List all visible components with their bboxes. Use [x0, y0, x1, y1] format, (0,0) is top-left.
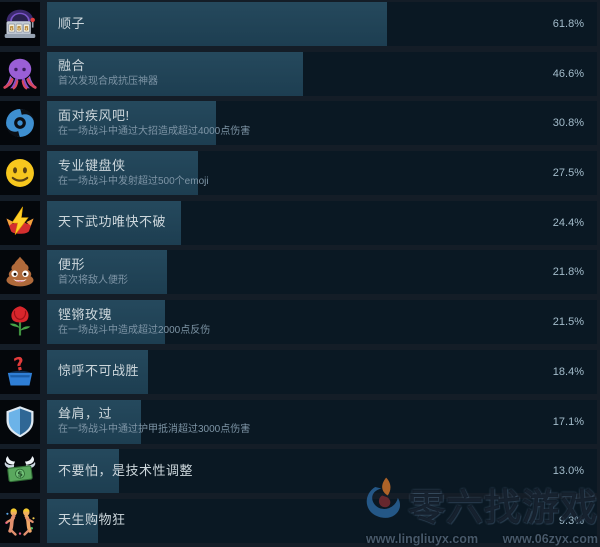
achievement-row: 天下武功唯快不破 24.4%	[0, 200, 597, 245]
achievement-row: 面对疾风吧! 在一场战斗中通过大招造成超过4000点伤害 30.8%	[0, 101, 597, 146]
achievement-global-percent: 13.0%	[552, 465, 584, 478]
achievement-title: 面对疾风吧!	[58, 107, 130, 123]
progress-fill	[47, 349, 149, 394]
svg-text:?: ?	[12, 353, 27, 376]
achievement-row: 天生购物狂 9.3%	[0, 498, 597, 543]
achievement-title: 不要怕，是技术性调整	[58, 462, 194, 478]
achievement-global-percent: 24.4%	[552, 216, 584, 229]
achievement-global-percent: 46.6%	[552, 67, 584, 80]
achievement-global-percent: 17.1%	[552, 415, 584, 428]
achievement-row: 铿锵玫瑰 在一场战斗中造成超过2000点反伤 21.5%	[0, 300, 597, 345]
poop-icon	[2, 253, 38, 291]
progress-fill	[47, 399, 142, 444]
achievement-progress-bar: 天下武功唯快不破 24.4%	[47, 200, 597, 245]
achievement-global-percent: 9.3%	[558, 514, 584, 527]
achievement-title: 天生购物狂	[58, 512, 126, 528]
achievement-title: 天下武功唯快不破	[58, 214, 167, 230]
progress-fill	[47, 151, 199, 196]
achievement-title: 耸肩，过	[58, 406, 113, 422]
svg-text:8: 8	[24, 25, 28, 32]
svg-text:8: 8	[17, 25, 21, 32]
rose-icon	[2, 303, 38, 341]
achievement-row: 融合 首次发现合成抗压神器 46.6%	[0, 51, 597, 96]
achievement-progress-bar: 不要怕，是技术性调整 13.0%	[47, 449, 597, 494]
cyclone-icon	[2, 104, 38, 142]
achievement-description: 在一场战斗中发射超过500个emoji	[58, 175, 209, 187]
achievement-row: $ 不要怕，是技术性调整 13.0%	[0, 449, 597, 494]
achievement-row: 便形 首次将敌人便形 21.8%	[0, 250, 597, 295]
progress-fill	[47, 51, 304, 96]
achievement-global-percent: 21.8%	[552, 266, 584, 279]
lightning-icon	[2, 204, 38, 242]
svg-text:8: 8	[10, 25, 14, 32]
achievement-title: 便形	[58, 256, 86, 272]
achievement-title: 铿锵玫瑰	[58, 306, 113, 322]
achievement-row: 专业键盘侠 在一场战斗中发射超过500个emoji 27.5%	[0, 151, 597, 196]
progress-fill	[47, 498, 99, 543]
money-wings-icon: $	[2, 452, 38, 490]
achievement-title: 融合	[58, 58, 86, 74]
achievement-description: 首次发现合成抗压神器	[58, 76, 158, 88]
achievement-row: ? 惊呼不可战胜 18.4%	[0, 349, 597, 394]
achievement-global-percent: 61.8%	[552, 18, 584, 30]
achievement-row: 耸肩，过 在一场战斗中通过护甲抵消超过3000点伤害 17.1%	[0, 399, 597, 444]
achievement-progress-bar: 惊呼不可战胜 18.4%	[47, 349, 597, 394]
shield-icon	[2, 403, 38, 441]
progress-fill	[47, 2, 387, 46]
progress-fill	[47, 449, 119, 494]
achievement-progress-bar: 顺子 61.8%	[47, 2, 597, 46]
achievement-progress-bar: 面对疾风吧! 在一场战斗中通过大招造成超过4000点伤害 30.8%	[47, 101, 597, 146]
dancers-icon	[2, 502, 38, 540]
achievement-progress-bar: 融合 首次发现合成抗压神器 46.6%	[47, 51, 597, 96]
achievement-description: 在一场战斗中造成超过2000点反伤	[58, 324, 211, 336]
achievement-progress-bar: 专业键盘侠 在一场战斗中发射超过500个emoji 27.5%	[47, 151, 597, 196]
achievement-title: 惊呼不可战胜	[58, 363, 140, 379]
achievement-global-percent: 30.8%	[552, 117, 584, 130]
achievement-description: 在一场战斗中通过大招造成超过4000点伤害	[58, 125, 251, 137]
progress-fill	[47, 250, 167, 295]
progress-fill	[47, 300, 166, 345]
achievement-progress-bar: 天生购物狂 9.3%	[47, 498, 597, 543]
achievement-progress-bar: 耸肩，过 在一场战斗中通过护甲抵消超过3000点伤害 17.1%	[47, 399, 597, 444]
achievement-global-percent: 21.5%	[552, 316, 584, 329]
smiley-icon	[2, 154, 38, 192]
achievement-progress-bar: 便形 首次将敌人便形 21.8%	[47, 250, 597, 295]
progress-fill	[47, 200, 182, 245]
achievement-global-percent: 18.4%	[552, 365, 584, 378]
achievement-description: 首次将敌人便形	[58, 274, 128, 286]
progress-fill	[47, 101, 217, 146]
question-box-icon: ?	[2, 353, 38, 391]
octopus-icon	[2, 55, 38, 93]
svg-text:$: $	[17, 469, 23, 479]
achievement-progress-bar: 铿锵玫瑰 在一场战斗中造成超过2000点反伤 21.5%	[47, 300, 597, 345]
achievement-description: 在一场战斗中通过护甲抵消超过3000点伤害	[58, 423, 251, 435]
achievement-global-percent: 27.5%	[552, 167, 584, 180]
achievement-title: 顺子	[58, 15, 86, 31]
achievement-title: 专业键盘侠	[58, 157, 126, 173]
